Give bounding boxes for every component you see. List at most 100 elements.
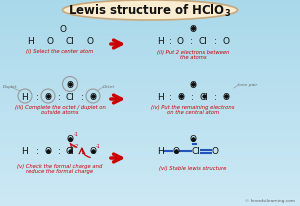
Text: O: O [44,147,52,156]
Text: :: : [36,147,38,156]
Bar [0,194,300,198]
Text: :: : [169,92,171,101]
Bar [0,107,300,111]
Text: O: O [190,24,196,33]
Bar [0,8,300,12]
Bar [0,70,300,74]
Bar [0,66,300,70]
Bar [0,87,300,91]
Text: H: H [27,36,33,45]
Bar [0,157,300,161]
Text: (iv) Put the remaining electrons
on the central atom: (iv) Put the remaining electrons on the … [151,104,235,115]
Text: :: : [81,92,83,101]
Text: O: O [59,24,67,33]
Text: (vi) Stable lewis structure: (vi) Stable lewis structure [159,166,227,171]
Text: :: : [58,92,60,101]
Bar [0,119,300,124]
Text: O: O [86,36,94,45]
Bar [0,62,300,66]
Bar [0,198,300,202]
Text: Cl: Cl [66,147,74,156]
Text: :: : [214,36,216,45]
Bar [0,144,300,148]
Text: :: : [169,36,171,45]
Text: O: O [212,147,218,156]
Text: H: H [157,36,164,45]
Bar [0,152,300,157]
Text: :: : [190,36,192,45]
Text: Cl: Cl [200,92,208,101]
Bar [0,74,300,78]
Text: O: O [89,92,97,101]
Bar [0,21,300,25]
Text: O: O [190,135,196,144]
Text: H: H [22,92,28,101]
Bar [0,33,300,37]
Text: -1: -1 [96,143,100,148]
Text: O: O [89,147,97,156]
Bar [0,169,300,173]
Text: Duplet: Duplet [3,85,18,89]
Text: (v) Check the formal charge and
reduce the formal charge: (v) Check the formal charge and reduce t… [17,163,103,174]
Text: -1: -1 [74,131,78,136]
Bar [0,41,300,45]
Bar [0,4,300,8]
Text: H: H [157,92,164,101]
Bar [0,115,300,119]
Text: H: H [157,147,164,156]
Bar [0,82,300,87]
Bar [0,111,300,115]
Bar [0,202,300,206]
Bar [0,148,300,152]
Text: (ii) Put 2 electrons between
the atoms: (ii) Put 2 electrons between the atoms [157,49,229,60]
Bar [0,91,300,95]
Bar [0,58,300,62]
Text: Cl: Cl [199,36,207,45]
Bar [0,136,300,140]
Text: Octet: Octet [103,85,115,89]
Bar [0,16,300,21]
Bar [0,99,300,103]
Bar [0,54,300,58]
Text: O: O [223,36,230,45]
Bar [0,0,300,4]
Bar [0,173,300,177]
Bar [0,25,300,29]
Text: O: O [67,135,73,144]
Text: O: O [178,92,184,101]
Text: O: O [44,92,52,101]
Text: :: : [214,92,216,101]
Text: Cl: Cl [192,147,200,156]
Ellipse shape [62,1,238,21]
Bar [0,78,300,82]
Text: :: : [81,147,83,156]
Bar [0,124,300,128]
Text: © knordsilearning.com: © knordsilearning.com [245,198,295,202]
Bar [0,128,300,132]
Bar [0,140,300,144]
Bar [0,161,300,165]
Bar [0,165,300,169]
Bar [0,181,300,185]
Bar [0,190,300,194]
Text: (iii) Complete the octet / duplet on
outside atoms: (iii) Complete the octet / duplet on out… [15,104,105,115]
Text: :: : [58,147,60,156]
Bar [0,45,300,49]
Bar [0,37,300,41]
Text: O: O [46,36,53,45]
Text: O: O [223,92,230,101]
Text: O: O [190,80,196,89]
Text: O: O [172,147,179,156]
Text: lone pair: lone pair [238,83,257,87]
Text: Cl: Cl [66,92,74,101]
Bar [0,12,300,16]
Bar [0,29,300,33]
Bar [0,95,300,99]
Text: H: H [22,147,28,156]
Bar [0,103,300,107]
Bar [0,132,300,136]
Bar [0,177,300,181]
Bar [0,185,300,190]
Text: +2: +2 [71,143,79,148]
Text: $\bf{Lewis\ structure\ of\ HClO_3}$: $\bf{Lewis\ structure\ of\ HClO_3}$ [68,3,232,19]
